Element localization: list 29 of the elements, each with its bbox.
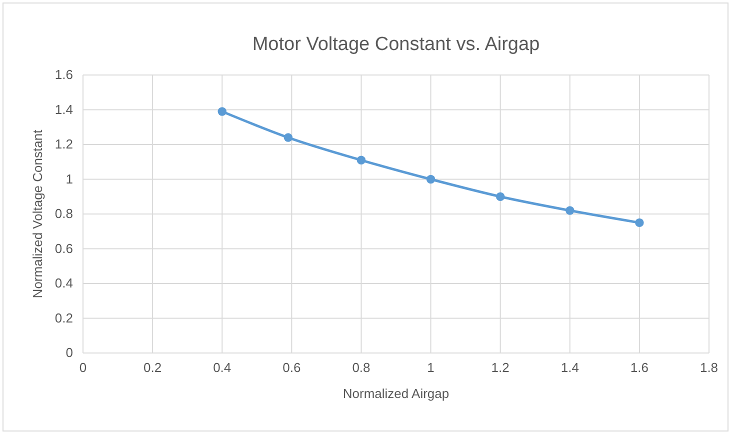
x-tick-label: 0 bbox=[79, 360, 87, 376]
chart-title: Motor Voltage Constant vs. Airgap bbox=[252, 34, 540, 55]
x-tick-label: 0.8 bbox=[352, 360, 370, 376]
point bbox=[218, 107, 226, 116]
x-tick-label: 1.6 bbox=[630, 360, 648, 376]
x-tick-label: 0.4 bbox=[213, 360, 232, 376]
y-tick-label: 0.4 bbox=[54, 276, 73, 291]
point bbox=[496, 192, 505, 201]
x-tick-label: 1.2 bbox=[491, 360, 510, 376]
x-tick-label: 0.2 bbox=[144, 360, 162, 376]
y-tick-label: 0.2 bbox=[54, 310, 73, 326]
y-tick-label: 1.2 bbox=[54, 136, 73, 152]
x-axis-title: Normalized Airgap bbox=[342, 386, 450, 401]
x-tick-label: 1 bbox=[427, 360, 434, 376]
y-tick-label: 0 bbox=[66, 345, 73, 360]
y-tick-label: 0.6 bbox=[54, 240, 73, 256]
point bbox=[635, 218, 644, 228]
point bbox=[566, 206, 574, 215]
y-tick-label: 1.4 bbox=[54, 102, 73, 117]
y-tick-label: 0.8 bbox=[54, 206, 73, 222]
point bbox=[356, 156, 366, 164]
y-axis-title: Normalized Voltage Constant bbox=[30, 129, 45, 298]
x-tick-label: 1.8 bbox=[700, 360, 718, 376]
point bbox=[426, 174, 436, 184]
x-tick-label: 1.4 bbox=[560, 360, 579, 376]
point bbox=[284, 133, 293, 142]
y-tick-label: 1.6 bbox=[54, 67, 73, 82]
y-tick-label: 1 bbox=[66, 171, 73, 186]
x-tick-label: 0.6 bbox=[282, 360, 301, 376]
